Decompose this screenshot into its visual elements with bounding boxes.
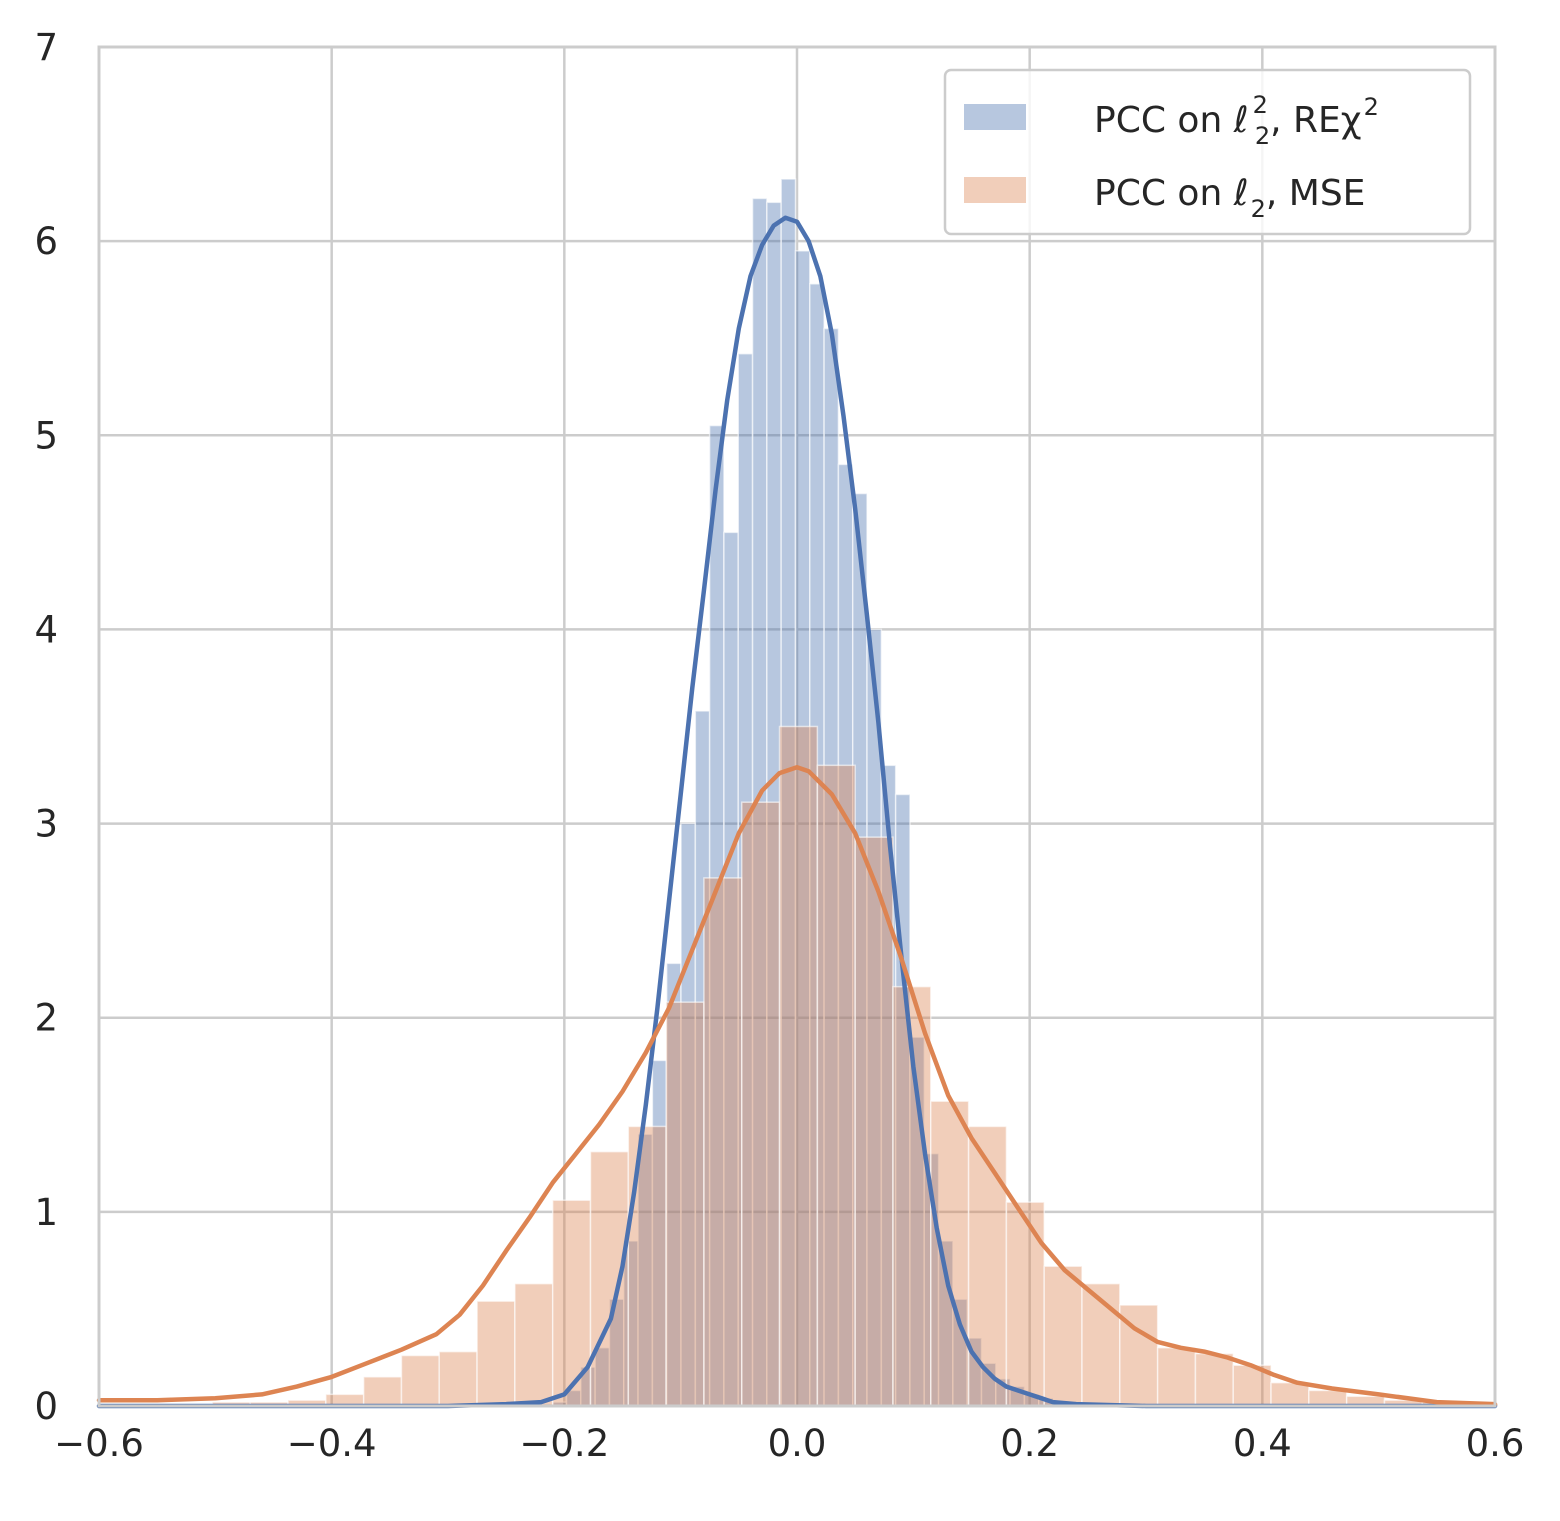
legend-swatch-series-1	[964, 104, 1026, 130]
histogram-bar	[816, 764, 856, 1407]
histogram-bar	[665, 1001, 705, 1407]
histogram-bar	[589, 1150, 630, 1407]
kde-line-series-2	[96, 765, 1498, 1407]
legend-label-series-1: PCC on ℓ 2 2, REχ2	[1094, 91, 1379, 150]
y-tick-label: 3	[34, 803, 58, 846]
x-tick-label: 0.4	[1233, 1422, 1292, 1465]
y-tick-label: 5	[34, 414, 58, 457]
plot-frame	[97, 45, 1497, 1408]
x-tick-label: 0.0	[768, 1422, 827, 1465]
y-tick-label: 6	[34, 220, 58, 263]
x-tick-label: 0.6	[1466, 1422, 1525, 1465]
histogram-bar	[1043, 1265, 1083, 1407]
y-tick-label: 2	[34, 997, 58, 1040]
legend-label-series-2: PCC on ℓ2, MSE	[1094, 173, 1365, 223]
y-tick-label: 7	[34, 26, 58, 69]
y-tick-label: 1	[34, 1191, 58, 1234]
y-axis-ticks: 0 1 2 3 4 5 6 7	[34, 26, 58, 1428]
x-tick-label: 0.2	[1000, 1422, 1059, 1465]
legend-box	[943, 68, 1472, 236]
y-tick-label: 4	[34, 608, 58, 651]
x-axis-ticks: −0.6 −0.4 −0.2 0.0 0.2 0.4 0.6	[54, 1422, 1524, 1465]
kde-curves	[96, 215, 1498, 1409]
histogram-bar	[1156, 1347, 1197, 1407]
kde-line-series-1	[96, 215, 1498, 1409]
histogram-bars-series-2	[173, 725, 1499, 1407]
histogram-bar	[930, 1100, 970, 1407]
histogram-bar	[967, 1125, 1008, 1407]
histogram-bar	[438, 1350, 478, 1407]
histogram-bar	[740, 801, 781, 1407]
histogram-bar	[854, 836, 894, 1407]
histogram-bar	[476, 1300, 516, 1407]
histogram-bar	[514, 1282, 554, 1407]
x-tick-label: −0.4	[287, 1422, 377, 1465]
y-tick-label: 0	[34, 1385, 58, 1428]
legend: PCC on ℓ 2 2, REχ2 PCC on ℓ2, MSE	[943, 68, 1472, 236]
histogram-bar	[1270, 1381, 1310, 1407]
x-tick-label: −0.6	[54, 1422, 144, 1465]
histogram-bar	[627, 1125, 667, 1407]
x-tick-label: −0.2	[519, 1422, 609, 1465]
histogram-bar	[1194, 1352, 1234, 1407]
histogram-bar	[400, 1354, 441, 1407]
histogram-bar	[551, 1199, 592, 1407]
histogram-bar	[1005, 1201, 1045, 1407]
histogram-bar	[703, 877, 743, 1407]
histogram-bar	[778, 725, 819, 1407]
histogram-bar	[362, 1376, 403, 1407]
legend-swatch-series-2	[964, 177, 1026, 203]
histogram-bar	[1308, 1389, 1348, 1407]
